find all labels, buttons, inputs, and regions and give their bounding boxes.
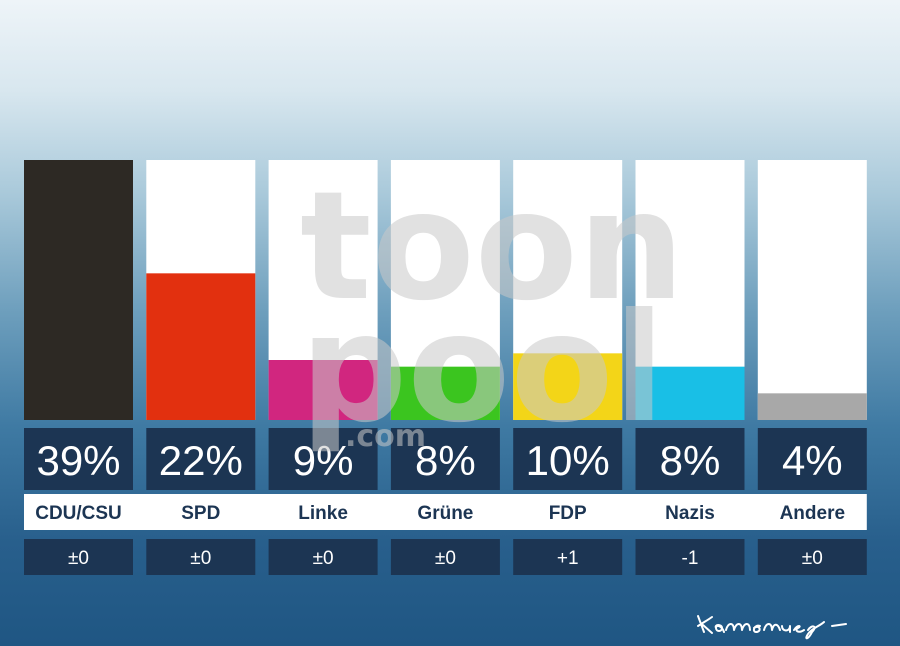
category-label-cdu-csu: CDU/CSU: [35, 503, 122, 524]
party-label-strip-bg: [24, 494, 867, 530]
category-label-linke: Linke: [298, 503, 348, 524]
value-label-andere: 4%: [782, 437, 843, 484]
value-label-spd: 22%: [159, 437, 243, 484]
bar-background-andere: [757, 160, 867, 420]
watermark-line-1: toon: [300, 160, 685, 334]
value-box-nazis: [635, 428, 745, 490]
change-box-nazis: [635, 539, 745, 575]
value-box-andere: [757, 428, 867, 490]
category-label-spd: SPD: [181, 503, 220, 524]
value-box-fdp: [513, 428, 623, 490]
value-label-linke: 9%: [293, 437, 354, 484]
change-box-andere: [757, 539, 867, 575]
change-label-spd: ±0: [190, 548, 211, 569]
bar-cdu-csu: [24, 160, 133, 420]
watermark-suffix: .com: [345, 419, 426, 454]
bar-linke: [268, 360, 378, 420]
category-label-fdp: FDP: [549, 503, 587, 524]
value-label-nazis: 8%: [660, 437, 721, 484]
change-box-fdp: [513, 539, 623, 575]
value-label-fdp: 10%: [526, 437, 610, 484]
bar-gr-ne: [390, 366, 500, 420]
value-box-linke: [268, 428, 378, 490]
change-box-cdu-csu: [24, 539, 133, 575]
toonpool-watermark: toon pool .com: [300, 160, 685, 456]
change-label-nazis: -1: [682, 548, 699, 569]
value-box-spd: [146, 428, 256, 490]
change-box-gr-ne: [390, 539, 500, 575]
change-label-cdu-csu: ±0: [68, 548, 89, 569]
party-label-strip: [24, 494, 867, 530]
value-box-cdu-csu: [24, 428, 133, 490]
change-box-spd: [146, 539, 256, 575]
value-label-gr-ne: 8%: [415, 437, 476, 484]
bar-nazis: [635, 366, 745, 420]
watermark-line-2: pool: [300, 282, 665, 456]
change-label-linke: ±0: [313, 548, 334, 569]
bar-spd: [146, 273, 256, 420]
category-label-nazis: Nazis: [665, 503, 715, 524]
change-label-gr-ne: ±0: [435, 548, 456, 569]
value-label-cdu-csu: 39%: [36, 437, 120, 484]
bar-fdp: [513, 353, 623, 420]
category-label-gr-ne: Grüne: [417, 503, 473, 524]
change-label-fdp: +1: [557, 548, 579, 569]
labels-layer: 39% CDU/CSU ±0 22% SPD ±0 9% Linke ±0 8% Grüne ±0 10…: [24, 428, 867, 575]
category-label-andere: Andere: [780, 503, 845, 524]
artist-signature: [697, 615, 847, 640]
bars-layer: [24, 160, 867, 420]
change-box-linke: [268, 539, 378, 575]
bar-andere: [757, 393, 867, 420]
value-box-gr-ne: [390, 428, 500, 490]
change-label-andere: ±0: [802, 548, 823, 569]
